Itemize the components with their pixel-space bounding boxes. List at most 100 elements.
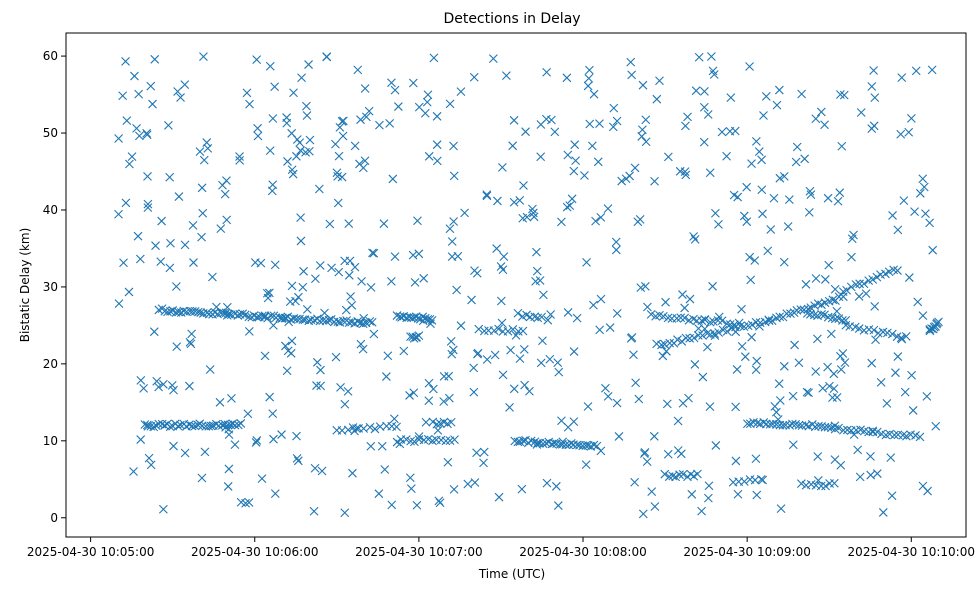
data-point	[913, 297, 923, 307]
data-point	[422, 97, 432, 107]
data-point	[801, 279, 811, 289]
data-point	[646, 309, 656, 319]
data-point	[135, 254, 145, 264]
data-point	[830, 284, 840, 294]
data-point	[154, 305, 164, 315]
data-point	[429, 53, 439, 63]
data-point	[609, 103, 619, 113]
data-point	[337, 117, 347, 126]
data-point	[421, 417, 431, 427]
data-point	[432, 140, 442, 150]
data-point	[678, 290, 687, 299]
data-point	[867, 82, 877, 91]
data-point	[834, 292, 844, 302]
data-point	[172, 342, 182, 352]
data-point	[314, 184, 324, 194]
data-point	[904, 273, 914, 282]
data-point	[698, 331, 707, 340]
data-point	[836, 460, 846, 470]
data-point	[595, 325, 605, 335]
data-point	[245, 99, 254, 109]
data-point	[703, 110, 713, 119]
data-point	[565, 201, 575, 211]
data-point	[842, 425, 852, 435]
data-point	[595, 119, 604, 129]
data-point	[581, 460, 591, 470]
data-point	[660, 339, 670, 349]
data-point	[294, 292, 303, 302]
data-point	[296, 236, 306, 246]
data-point	[855, 472, 865, 482]
data-point	[513, 308, 523, 318]
data-point	[133, 231, 143, 241]
data-point	[757, 155, 766, 165]
data-point	[202, 138, 212, 147]
data-point	[851, 280, 861, 289]
data-point	[735, 321, 745, 331]
data-point	[460, 208, 469, 218]
data-point	[931, 421, 941, 431]
data-point	[334, 267, 344, 277]
data-point	[689, 232, 698, 241]
data-point	[832, 392, 842, 402]
data-point	[281, 313, 291, 323]
data-point	[380, 465, 390, 474]
y-tick-label: 0	[50, 511, 58, 525]
data-point	[689, 333, 699, 343]
data-point	[535, 438, 545, 448]
data-point	[791, 157, 801, 167]
data-point	[292, 151, 301, 161]
data-point	[414, 249, 424, 259]
data-point	[360, 156, 370, 166]
data-point	[772, 100, 782, 110]
data-point	[235, 152, 244, 161]
data-point	[267, 186, 277, 196]
data-point	[776, 504, 786, 513]
data-point	[631, 378, 641, 388]
data-point	[714, 312, 724, 322]
data-point	[658, 311, 668, 321]
data-point	[680, 313, 690, 323]
data-point	[463, 479, 473, 489]
data-point	[253, 123, 262, 133]
data-point	[756, 474, 766, 484]
data-point	[474, 324, 484, 334]
data-point	[472, 268, 482, 278]
data-point	[840, 358, 850, 367]
data-point	[343, 386, 353, 396]
y-axis-label: Bistatic Delay (km)	[18, 228, 32, 343]
data-point	[582, 257, 591, 267]
data-point	[663, 449, 673, 459]
data-point	[268, 114, 278, 123]
data-point	[265, 146, 275, 156]
data-point	[685, 294, 695, 304]
data-point	[443, 457, 453, 467]
data-point	[385, 118, 395, 128]
data-point	[350, 141, 360, 151]
data-point	[515, 195, 525, 205]
data-point	[872, 272, 882, 282]
data-point	[509, 384, 519, 394]
data-point	[439, 397, 449, 406]
data-point	[327, 263, 336, 273]
data-point	[887, 491, 897, 501]
data-point	[423, 90, 433, 100]
data-point	[893, 266, 902, 275]
data-point	[927, 65, 937, 75]
data-point	[292, 453, 302, 463]
data-point	[270, 82, 280, 92]
data-point	[185, 337, 195, 347]
data-point	[702, 329, 712, 338]
data-point	[366, 441, 376, 451]
data-point	[413, 216, 422, 226]
data-point	[714, 220, 723, 229]
y-tick-label: 40	[43, 203, 58, 217]
data-point	[638, 509, 648, 519]
data-point	[388, 174, 398, 184]
data-point	[316, 381, 326, 391]
data-point	[775, 312, 785, 322]
data-point	[585, 119, 595, 129]
data-point	[408, 78, 418, 88]
data-point	[868, 427, 878, 437]
data-point	[580, 171, 589, 180]
